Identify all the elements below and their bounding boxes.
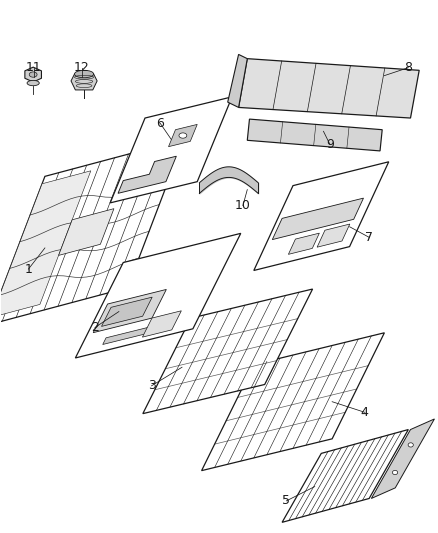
Polygon shape [102,297,152,326]
Polygon shape [25,67,42,82]
Polygon shape [93,289,166,333]
Text: 9: 9 [326,138,334,151]
Polygon shape [71,74,97,90]
Text: 3: 3 [148,379,155,392]
Polygon shape [371,419,434,498]
Ellipse shape [408,443,413,447]
Polygon shape [254,162,389,270]
Text: 4: 4 [361,406,369,419]
Polygon shape [0,139,184,325]
Text: 8: 8 [404,61,412,74]
Polygon shape [143,289,313,414]
Polygon shape [317,224,350,247]
Polygon shape [247,119,382,151]
Polygon shape [201,333,385,471]
Ellipse shape [74,70,94,78]
Text: 12: 12 [74,61,90,74]
Text: 6: 6 [156,117,164,130]
Polygon shape [118,156,177,193]
Text: 11: 11 [26,61,42,74]
Polygon shape [142,311,181,337]
Text: 1: 1 [25,263,32,276]
Ellipse shape [27,80,39,86]
Text: 5: 5 [283,495,290,507]
Polygon shape [110,97,232,203]
Polygon shape [228,54,247,108]
Text: 10: 10 [235,199,251,212]
Ellipse shape [29,72,37,77]
Polygon shape [0,171,91,317]
Polygon shape [288,233,319,254]
Polygon shape [272,198,364,240]
Text: 7: 7 [365,231,373,244]
Polygon shape [59,208,114,255]
Polygon shape [282,430,408,522]
Ellipse shape [392,470,398,474]
Polygon shape [239,59,419,118]
Polygon shape [75,233,241,358]
Text: 2: 2 [91,321,99,334]
Polygon shape [169,124,197,147]
Ellipse shape [179,133,187,138]
Polygon shape [102,325,159,344]
